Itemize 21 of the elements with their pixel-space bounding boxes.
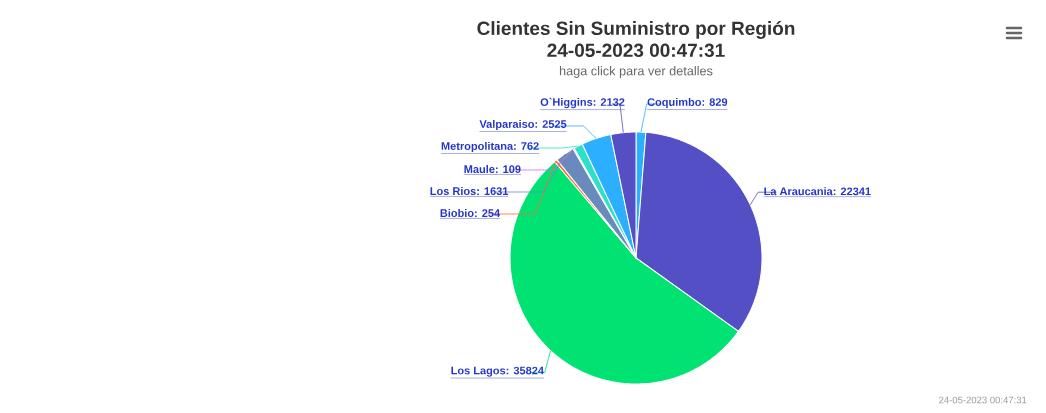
slice-label: Coquimbo <box>647 97 702 109</box>
data-label: : 1631 <box>477 187 509 196</box>
slice-label: Los Lagos <box>451 366 506 377</box>
chart-title: Clientes Sin Suministro por Región 24-05-2023 00:47:31 <box>477 20 795 58</box>
data-label: : 22341 <box>833 187 871 196</box>
data-label: : 2132 <box>593 98 625 106</box>
slice-label: La Araucania <box>764 187 833 196</box>
slice-label: Los Rios <box>430 186 476 196</box>
data-label: : 762 <box>514 142 539 150</box>
text: 24-05-2023 00:47:31 <box>939 396 1027 404</box>
data-label: : 829 <box>702 98 728 106</box>
slice-label: Metropolitana <box>441 141 514 153</box>
data-label: : 2525 <box>535 120 567 128</box>
chart-subtitle: haga click para ver detalles <box>559 66 713 78</box>
data-label: : 35824 <box>506 366 544 375</box>
slice-label: O`Higgins <box>540 97 593 109</box>
data-label: : 109 <box>495 165 521 174</box>
data-label: : 254 <box>475 209 501 218</box>
slice-label: Valparaiso <box>479 119 535 131</box>
slice-label: Biobio <box>440 208 474 218</box>
slice-label: Maule <box>464 164 495 174</box>
